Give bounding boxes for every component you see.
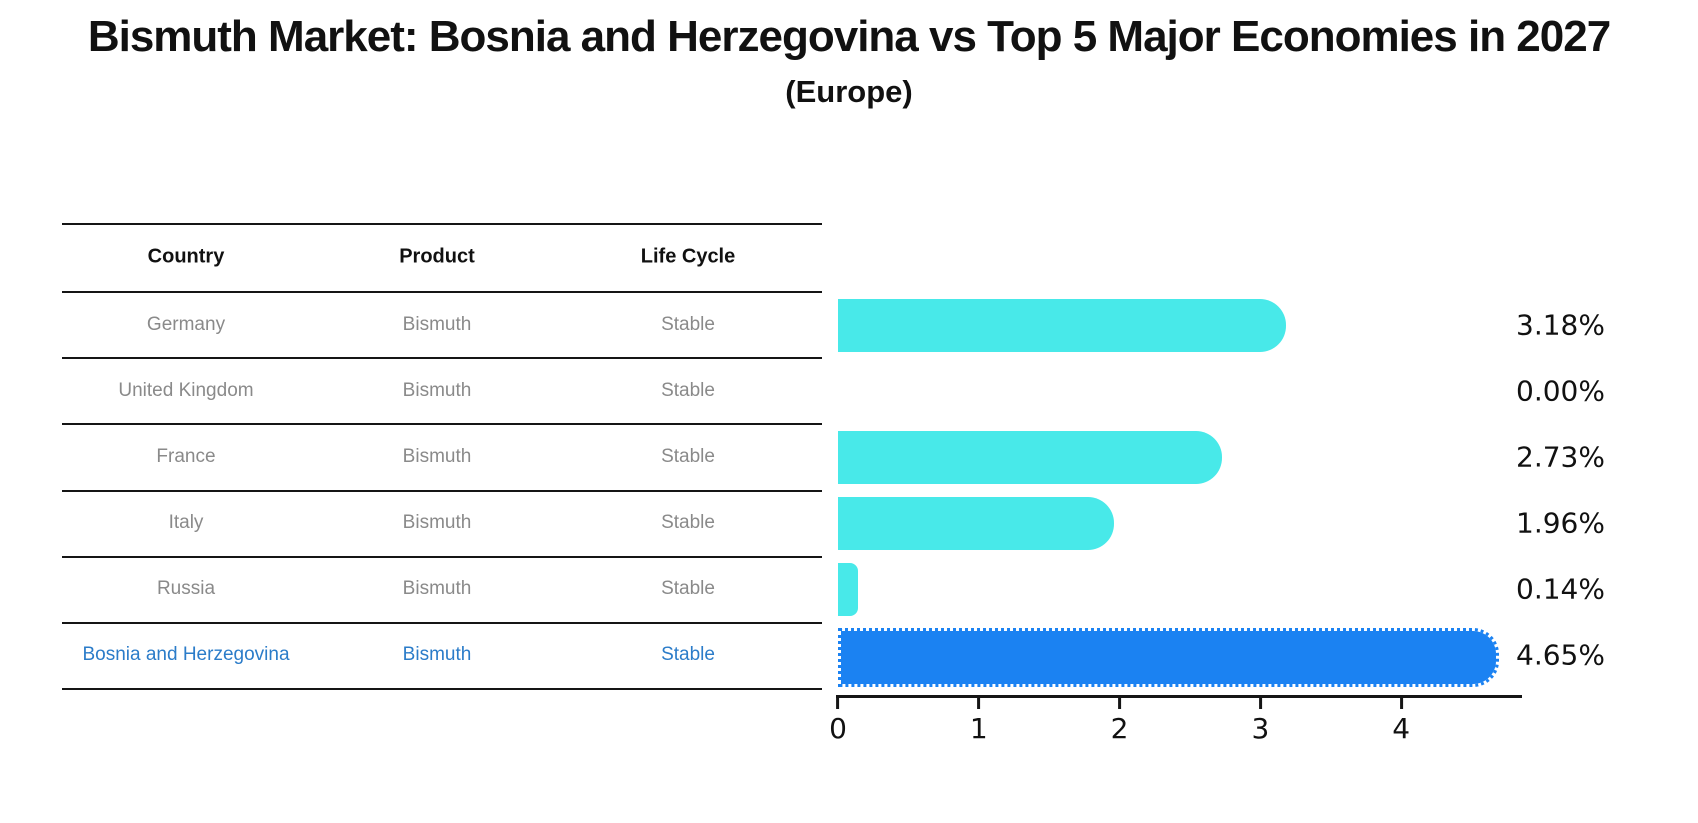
value-label: 0.14%: [1516, 572, 1605, 606]
bar-bosnia-and-herzegovina-highlighted: [838, 628, 1499, 687]
tick-mark: [836, 698, 840, 709]
bar-germany: [838, 299, 1286, 352]
cell-country: United Kingdom: [118, 380, 254, 401]
x-axis-line: [836, 695, 1522, 698]
cell-product: Bismuth: [402, 380, 472, 401]
column-header-product: Product: [399, 245, 475, 268]
tick-mark: [1118, 698, 1122, 709]
cell-product: Bismuth: [402, 314, 472, 335]
table-divider: [62, 423, 822, 425]
tick-label: 4: [1392, 712, 1411, 745]
value-label: 3.18%: [1516, 308, 1605, 342]
column-header-country: Country: [147, 245, 225, 268]
table-divider: [62, 622, 822, 624]
table-divider: [62, 357, 822, 359]
table-divider: [62, 490, 822, 492]
table-divider: [62, 556, 822, 558]
cell-country: Russia: [156, 578, 216, 599]
cell-life-cycle: Stable: [661, 512, 715, 533]
x-axis-tick: 2: [1111, 698, 1129, 745]
x-axis-tick: 0: [829, 698, 847, 745]
tick-mark: [1399, 698, 1403, 709]
table-divider: [62, 223, 822, 225]
column-header-life-cycle: Life Cycle: [640, 245, 736, 268]
value-label: 1.96%: [1516, 506, 1605, 540]
bar-france: [838, 431, 1222, 484]
cell-life-cycle: Stable: [661, 644, 715, 665]
tick-label: 1: [969, 712, 988, 745]
tick-mark: [977, 698, 981, 709]
cell-life-cycle: Stable: [661, 380, 715, 401]
table-divider: [62, 291, 822, 293]
cell-country: Italy: [168, 512, 204, 533]
bar-russia: [838, 563, 858, 616]
cell-product: Bismuth: [402, 446, 472, 467]
cell-product: Bismuth: [402, 512, 472, 533]
bar-italy: [838, 497, 1114, 550]
cell-life-cycle: Stable: [661, 446, 715, 467]
tick-label: 0: [829, 712, 847, 745]
cell-product: Bismuth: [402, 578, 472, 599]
value-label: 2.73%: [1516, 440, 1605, 474]
value-label: 0.00%: [1516, 374, 1605, 408]
cell-life-cycle: Stable: [661, 314, 715, 335]
value-label: 4.65%: [1516, 638, 1605, 672]
tick-label: 3: [1251, 712, 1270, 745]
x-axis-tick: 1: [970, 698, 988, 745]
cell-country: France: [156, 446, 216, 467]
tick-label: 2: [1110, 712, 1129, 745]
cell-product: Bismuth: [402, 644, 472, 665]
cell-life-cycle: Stable: [661, 578, 715, 599]
tick-mark: [1258, 698, 1262, 709]
chart-title: Bismuth Market: Bosnia and Herzegovina v…: [87, 12, 1611, 61]
chart-subtitle: (Europe): [785, 74, 913, 109]
x-axis-tick: 4: [1392, 698, 1410, 745]
table-divider: [62, 688, 822, 690]
cell-country: Bosnia and Herzegovina: [82, 644, 290, 665]
cell-country: Germany: [146, 314, 226, 335]
x-axis-tick: 3: [1251, 698, 1269, 745]
